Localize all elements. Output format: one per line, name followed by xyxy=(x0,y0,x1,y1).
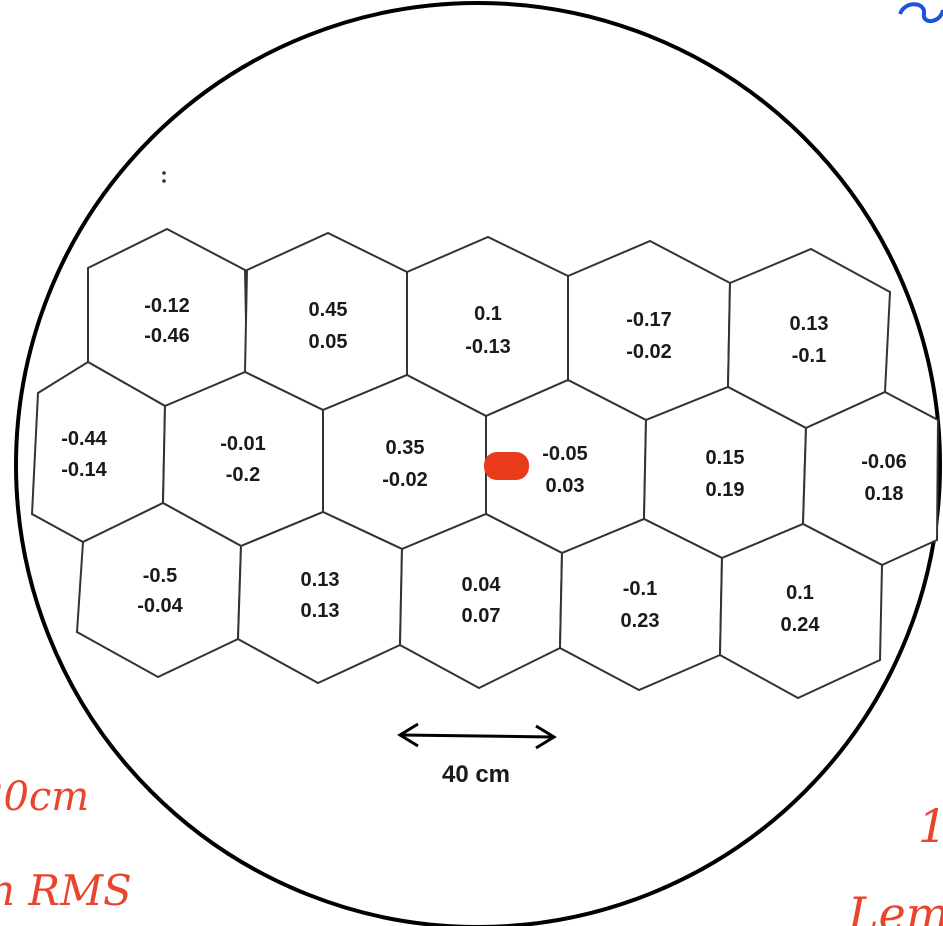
handwritten-note-right-1: 1 xyxy=(918,799,943,853)
segment-value-b: -0.14 xyxy=(61,459,107,481)
segment-value-a: -0.1 xyxy=(623,578,657,600)
speck xyxy=(162,171,166,175)
segment-value-b: -0.02 xyxy=(382,469,428,491)
segment-value-a: 0.13 xyxy=(301,569,340,591)
segment-1: 0.45 0.05 xyxy=(243,231,408,412)
segment-value-a: -0.12 xyxy=(144,295,190,317)
segment-13: 0.04 0.07 xyxy=(398,512,564,690)
segment-12: 0.13 0.13 xyxy=(236,510,404,685)
segment-value-a: 0.35 xyxy=(386,437,425,459)
right-arrowhead xyxy=(535,724,557,750)
handwritten-note-right-2: Lem xyxy=(847,887,943,926)
segment-value-a: 0.1 xyxy=(474,303,502,325)
segment-4: 0.13 -0.1 xyxy=(726,247,892,430)
segment-value-b: 0.19 xyxy=(706,479,745,501)
segment-value-b: -0.13 xyxy=(465,336,511,358)
segment-value-b: 0.13 xyxy=(301,600,340,622)
segment-value-b: 0.05 xyxy=(309,331,348,353)
segment-value-a: 0.13 xyxy=(790,313,829,335)
segment-0: -0.12 -0.46 xyxy=(87,227,249,408)
segment-15: 0.1 0.24 xyxy=(718,522,884,700)
scale-bar: 40 cm xyxy=(397,722,557,788)
segment-value-b: 0.18 xyxy=(865,483,904,505)
segment-value-b: 0.03 xyxy=(546,475,585,497)
segment-value-b: 0.23 xyxy=(621,610,660,632)
segment-7: 0.35 -0.02 xyxy=(322,373,487,551)
segment-value-a: -0.5 xyxy=(143,565,177,587)
segment-value-a: -0.05 xyxy=(542,443,588,465)
primary-mirror-outline xyxy=(14,1,942,926)
segment-9: 0.15 0.19 xyxy=(642,385,808,560)
reference-marker xyxy=(484,452,529,480)
segment-10: -0.06 0.18 xyxy=(801,390,940,567)
segment-11: -0.5 -0.04 xyxy=(75,501,243,679)
scale-arrow-line xyxy=(401,733,553,739)
segment-value-b: -0.04 xyxy=(137,595,183,617)
handwritten-note-left-1: 20cm xyxy=(0,774,89,820)
segment-value-b: -0.46 xyxy=(144,325,190,347)
segment-value-a: 0.15 xyxy=(706,447,745,469)
segment-value-a: 0.45 xyxy=(309,299,348,321)
handwritten-scribble-blue xyxy=(898,2,943,23)
segment-value-b: 0.07 xyxy=(462,605,501,627)
hexagon-cell xyxy=(236,510,404,685)
segment-value-a: -0.17 xyxy=(626,309,672,331)
segment-value-a: -0.01 xyxy=(220,433,266,455)
segment-value-a: -0.44 xyxy=(61,428,107,450)
segment-value-a: 0.04 xyxy=(462,574,502,596)
segment-8: -0.05 0.03 xyxy=(484,378,648,555)
segment-value-b: 0.24 xyxy=(781,614,821,636)
segment-2: 0.1 -0.13 xyxy=(406,235,569,418)
scale-label: 40 cm xyxy=(442,761,510,788)
segment-value-b: -0.02 xyxy=(626,341,672,363)
left-arrowhead xyxy=(397,722,419,748)
segment-value-b: -0.1 xyxy=(792,345,826,367)
segment-value-a: -0.06 xyxy=(861,451,907,473)
hexagon-cell xyxy=(398,512,564,690)
speck xyxy=(162,179,166,183)
hexagon-cell xyxy=(718,522,884,700)
segment-value-a: 0.1 xyxy=(786,582,814,604)
handwritten-note-left-2: n RMS xyxy=(0,866,132,915)
segment-value-b: -0.2 xyxy=(226,464,260,486)
